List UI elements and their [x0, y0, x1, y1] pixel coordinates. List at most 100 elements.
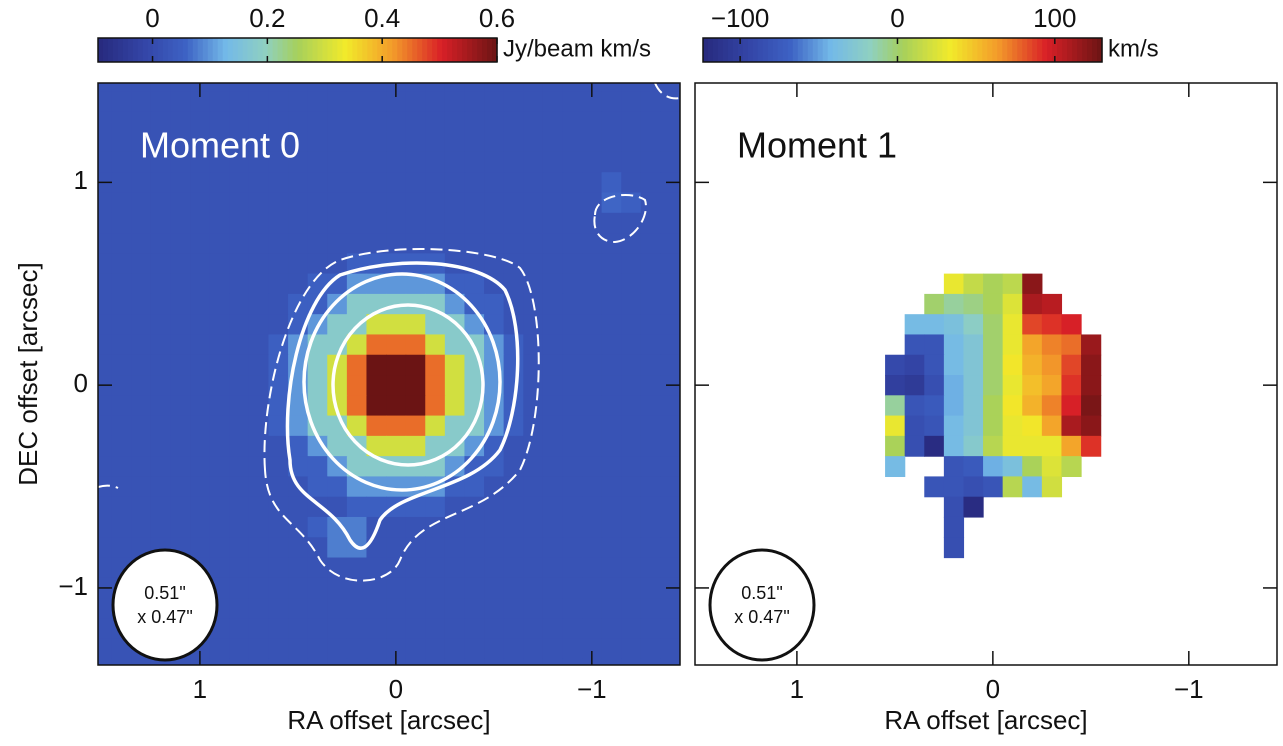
pixel [405, 91, 426, 112]
pixel [386, 212, 407, 234]
colorbar-tick-label: 0.2 [249, 3, 285, 33]
pixel [1002, 476, 1023, 498]
pixel [640, 598, 662, 619]
pixel [209, 638, 230, 660]
pixel [444, 415, 466, 437]
pixel [268, 253, 289, 275]
pixel [386, 131, 407, 153]
pixel [248, 618, 270, 640]
pixel [640, 456, 662, 478]
pixel [1022, 375, 1043, 396]
pixel [386, 314, 407, 336]
colorbar-segment [187, 38, 194, 62]
pixel [288, 638, 309, 660]
pixel [640, 618, 662, 640]
pixel [405, 395, 426, 417]
pixel [248, 253, 270, 275]
pixel [131, 314, 152, 336]
pixel [640, 293, 662, 315]
pixel [484, 516, 505, 538]
colorbar-segment [812, 38, 819, 62]
pixel [131, 293, 152, 315]
colorbar-segment [152, 38, 159, 62]
pixel [98, 151, 113, 173]
colorbar-segment [257, 38, 264, 62]
pixel [444, 496, 466, 518]
pixel [327, 456, 348, 478]
pixel [307, 111, 328, 133]
colorbar-segment [252, 38, 259, 62]
pixel [248, 415, 270, 437]
y-tick-label: −1 [58, 571, 88, 601]
pixel [484, 496, 505, 518]
colorbar-segment [327, 38, 334, 62]
pixel [582, 111, 603, 133]
pixel [98, 131, 113, 153]
pixel [307, 658, 328, 665]
pixel [170, 456, 191, 478]
pixel [601, 537, 622, 559]
pixel [405, 314, 426, 336]
pixel [464, 598, 485, 619]
pixel [464, 516, 485, 538]
heatmap [885, 273, 1102, 559]
pixel [1041, 375, 1063, 396]
pixel [640, 253, 662, 275]
pixel [366, 111, 387, 133]
pixel [111, 496, 132, 518]
pixel [131, 91, 152, 112]
colorbar-segment [837, 38, 844, 62]
pixel [582, 314, 603, 336]
colorbar-segment [867, 38, 874, 62]
pixel [386, 192, 407, 214]
pixel [346, 83, 368, 92]
pixel [562, 314, 583, 336]
pixel [582, 577, 603, 599]
pixel [640, 516, 662, 538]
pixel [307, 415, 328, 437]
pixel [209, 476, 230, 498]
pixel [209, 212, 230, 234]
pixel [464, 273, 485, 295]
pixel [248, 91, 270, 112]
pixel [131, 172, 152, 194]
pixel [640, 273, 662, 295]
colorbar-segment [852, 38, 859, 62]
pixel [562, 516, 583, 538]
pixel [621, 496, 642, 518]
pixel [523, 456, 544, 478]
pixel [640, 192, 662, 214]
pixel [170, 212, 191, 234]
colorbar-tick-label: 0 [890, 3, 904, 33]
colorbar-segment [112, 38, 119, 62]
pixel [98, 516, 113, 538]
pixel [98, 658, 113, 665]
colorbar-segment [1082, 38, 1088, 62]
pixel [562, 395, 583, 417]
colorbar-segment [242, 38, 249, 62]
pixel [209, 456, 230, 478]
pixel [425, 91, 446, 112]
pixel [425, 131, 446, 153]
pixel [131, 395, 152, 417]
pixel [248, 233, 270, 254]
colorbar-segment [1002, 38, 1008, 62]
pixel [484, 91, 505, 112]
pixel [1022, 476, 1043, 498]
colorbar-segment [1007, 38, 1013, 62]
pixel [640, 435, 662, 457]
pixel [640, 638, 662, 660]
pixel [640, 496, 662, 518]
pixel [190, 435, 211, 457]
pixel [963, 456, 984, 478]
pixel [307, 618, 328, 640]
pixel [98, 638, 113, 660]
pixel [111, 456, 132, 478]
pixel [464, 212, 485, 234]
pixel [444, 658, 466, 665]
pixel [366, 334, 387, 356]
pixel [484, 557, 505, 579]
pixel [601, 273, 622, 295]
pixel [366, 598, 387, 619]
pixel [288, 111, 309, 133]
